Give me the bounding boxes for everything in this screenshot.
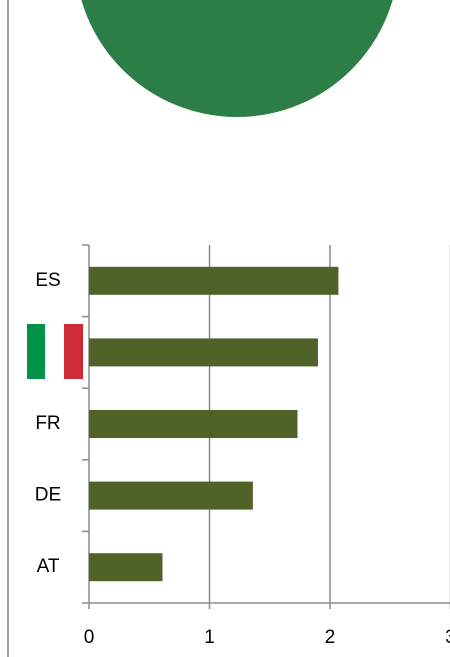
x-tick-label: 1 bbox=[204, 627, 215, 648]
flag-green bbox=[27, 324, 45, 379]
y-tick-label: DE bbox=[35, 485, 61, 506]
bar bbox=[89, 266, 339, 295]
bar bbox=[89, 338, 318, 367]
y-tick-label: FR bbox=[35, 413, 60, 434]
bar bbox=[89, 553, 163, 582]
flag-red bbox=[64, 324, 83, 379]
x-tick-label: 3 bbox=[445, 627, 450, 648]
bar bbox=[89, 410, 298, 438]
bar bbox=[89, 481, 253, 510]
flag-white bbox=[45, 324, 64, 379]
x-tick-label: 0 bbox=[84, 627, 95, 648]
x-tick-label: 2 bbox=[325, 627, 336, 648]
y-tick-label: AT bbox=[37, 556, 60, 577]
italy-flag bbox=[27, 324, 83, 379]
y-tick-label: ES bbox=[35, 270, 60, 291]
circle-badge bbox=[81, 0, 393, 117]
